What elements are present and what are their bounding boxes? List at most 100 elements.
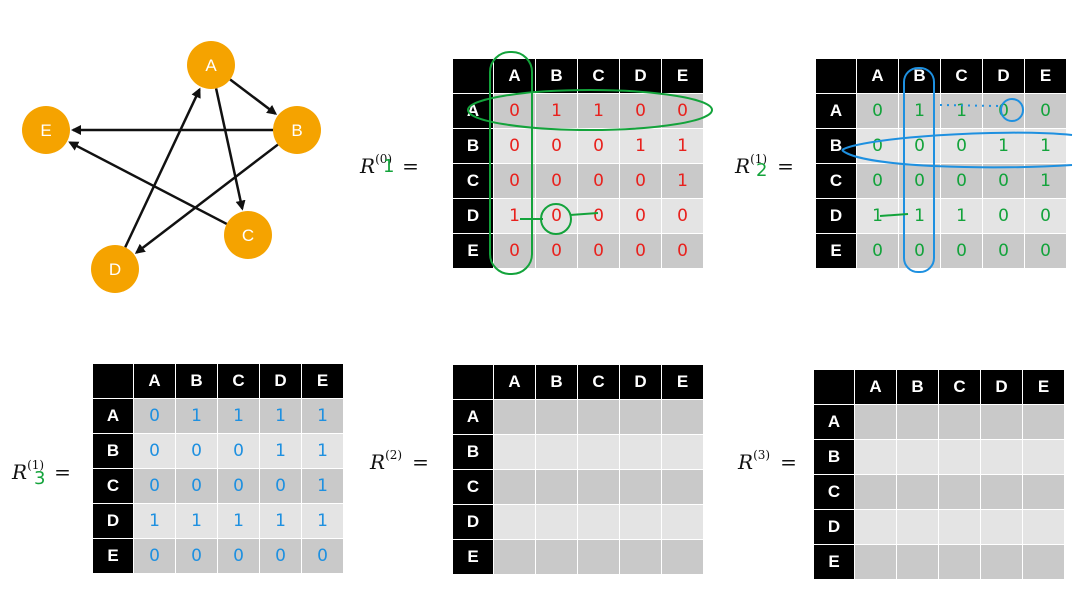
node-c: [224, 211, 272, 259]
matrix-cell-bd: 1: [619, 128, 662, 164]
matrix-cell-ac: 1: [940, 93, 983, 129]
matrix-cell-ad: [980, 404, 1023, 440]
row-header-c: C: [92, 468, 134, 504]
column-header-c: C: [938, 369, 981, 405]
matrix-cell-bc: [938, 439, 981, 475]
matrix-cell-bb: [896, 439, 939, 475]
matrix-cell-ac: 1: [577, 93, 620, 129]
handwritten-note-1: 1: [383, 156, 395, 177]
matrix-cell-ac: [577, 399, 620, 435]
matrix-corner: [92, 363, 134, 399]
matrix-cell-ec: 0: [577, 233, 620, 269]
node-e: [22, 106, 70, 154]
matrix-cell-ee: 0: [1024, 233, 1067, 269]
matrix-row: B: [813, 439, 1065, 475]
column-header-a: A: [856, 58, 899, 94]
matrix-cell-bc: 0: [577, 128, 620, 164]
matrix-cell-ed: 0: [259, 538, 302, 574]
matrix-cell-de: [1022, 509, 1065, 545]
matrix-cell-eb: 0: [898, 233, 941, 269]
matrix-cell-ca: 0: [133, 468, 176, 504]
matrix-cell-bc: 0: [217, 433, 260, 469]
matrix-cell-ec: 0: [940, 233, 983, 269]
column-header-d: D: [619, 58, 662, 94]
matrix-cell-cc: [938, 474, 981, 510]
matrix-cell-cb: [896, 474, 939, 510]
matrix-row: B: [452, 434, 704, 470]
matrix-cell-de: 1: [301, 503, 344, 539]
row-header-e: E: [815, 233, 857, 269]
matrix-cell-de: [661, 504, 704, 540]
matrix-cell-ba: [493, 434, 536, 470]
matrix-cell-aa: [493, 399, 536, 435]
matrix-cell-cb: 0: [175, 468, 218, 504]
matrix-label-2: R(1) = 2: [735, 152, 794, 181]
matrix-cell-db: [896, 509, 939, 545]
row-header-b: B: [815, 128, 857, 164]
matrix-cell-da: 1: [856, 198, 899, 234]
column-header-a: A: [854, 369, 897, 405]
column-header-d: D: [982, 58, 1025, 94]
column-header-d: D: [619, 364, 662, 400]
matrix-cell-da: [854, 509, 897, 545]
matrix-cell-cc: 0: [217, 468, 260, 504]
matrix-cell-ae: 0: [1024, 93, 1067, 129]
edge-a-c: [214, 88, 246, 211]
edge-a-b: [229, 78, 278, 115]
matrix-cell-ea: 0: [133, 538, 176, 574]
row-header-b: B: [92, 433, 134, 469]
matrix-cell-da: 1: [133, 503, 176, 539]
matrix-cell-ce: 1: [661, 163, 704, 199]
matrix-cell-ce: 1: [301, 468, 344, 504]
node-label-b: B: [291, 121, 302, 140]
column-header-b: B: [535, 58, 578, 94]
matrix-row: C: [452, 469, 704, 505]
node-a: [187, 41, 235, 89]
matrix-cell-ab: 1: [535, 93, 578, 129]
matrix-cell-aa: 0: [133, 398, 176, 434]
matrix-cell-cc: 0: [940, 163, 983, 199]
matrix-cell-ed: [619, 539, 662, 575]
node-d: [91, 245, 139, 293]
matrix-cell-dc: 1: [940, 198, 983, 234]
matrix-row: C: [813, 474, 1065, 510]
matrix-cell-dc: 0: [577, 198, 620, 234]
row-header-e: E: [452, 539, 494, 575]
row-header-d: D: [452, 198, 494, 234]
matrix-cell-ce: 1: [1024, 163, 1067, 199]
matrix-cell-ba: 0: [856, 128, 899, 164]
matrix-cell-ae: 0: [661, 93, 704, 129]
matrix-cell-ed: [980, 544, 1023, 580]
row-header-d: D: [813, 509, 855, 545]
matrix-label-1: R(0) = 1: [360, 152, 419, 178]
matrix-cell-cd: 0: [619, 163, 662, 199]
row-header-d: D: [815, 198, 857, 234]
row-header-a: A: [815, 93, 857, 129]
matrix-corner: [452, 364, 494, 400]
matrix-label-5: R(3) =: [738, 448, 797, 474]
handwritten-note-3: 3: [34, 468, 46, 489]
row-header-d: D: [92, 503, 134, 539]
matrix-cell-ac: 1: [217, 398, 260, 434]
matrix-label-4: R(2) =: [370, 448, 429, 474]
matrix-cell-de: 0: [1024, 198, 1067, 234]
matrix-cell-dd: [619, 504, 662, 540]
matrix-cell-be: [661, 434, 704, 470]
matrix-cell-ae: [661, 399, 704, 435]
matrix-cell-bb: 0: [175, 433, 218, 469]
column-header-e: E: [661, 58, 704, 94]
row-header-c: C: [452, 469, 494, 505]
column-header-e: E: [1024, 58, 1067, 94]
matrix-cell-ae: 1: [301, 398, 344, 434]
edge-c-e: [68, 141, 228, 226]
matrix-cell-ec: [577, 539, 620, 575]
matrix-cell-dc: 1: [217, 503, 260, 539]
column-header-b: B: [175, 363, 218, 399]
